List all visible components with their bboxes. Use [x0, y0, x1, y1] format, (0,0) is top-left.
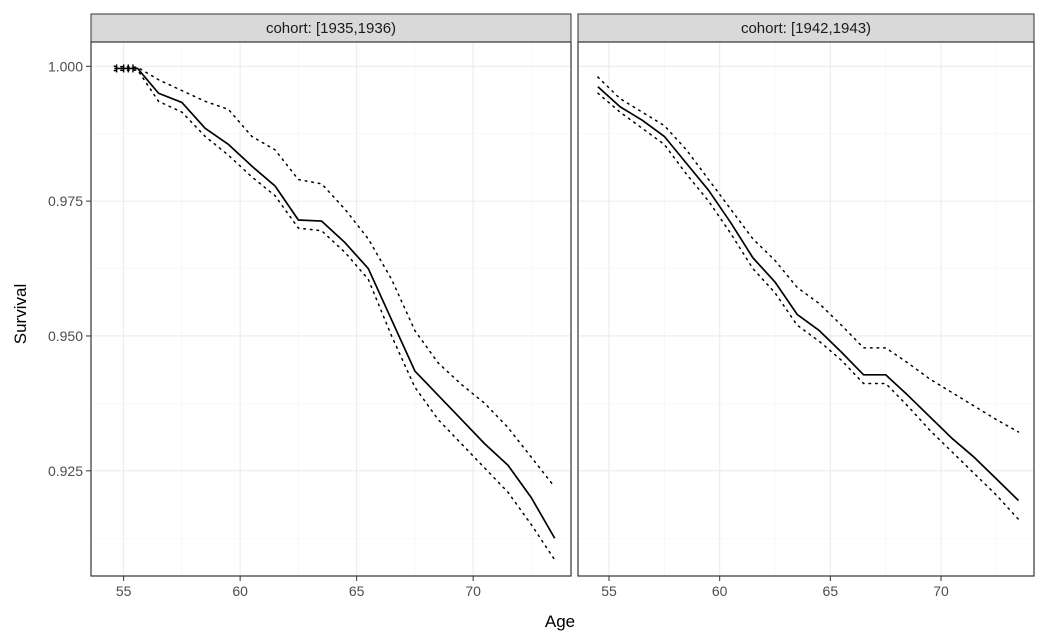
x-axis-title: Age: [545, 612, 575, 631]
panel-border: [90, 41, 572, 577]
lower-ci-line: [113, 69, 556, 561]
panel-border: [577, 41, 1035, 577]
y-tick-label: 0.975: [48, 193, 83, 209]
x-tick-label: 65: [823, 583, 839, 599]
facet-strip-label: cohort: [1935,1936): [266, 20, 396, 37]
x-tick-label: 55: [601, 583, 617, 599]
y-tick-label: 0.950: [48, 328, 83, 344]
upper-ci-line: [113, 65, 556, 488]
x-tick-label: 65: [349, 583, 365, 599]
facet-strip-label: cohort: [1942,1943): [741, 20, 871, 37]
survival-line: [114, 67, 556, 539]
y-axis-title: Survival: [11, 284, 30, 344]
survival-line: [597, 86, 1020, 502]
y-axis-title-group: Survival: [11, 284, 30, 344]
y-tick-label: 1.000: [48, 58, 83, 74]
x-tick-label: 55: [116, 583, 132, 599]
facet-strip: [90, 13, 572, 43]
x-tick-label: 60: [232, 583, 248, 599]
x-tick-label: 70: [465, 583, 481, 599]
x-tick-label: 60: [712, 583, 728, 599]
plot-area: [578, 42, 1034, 576]
facet-strip: [577, 13, 1035, 43]
lower-ci-line: [597, 92, 1020, 521]
x-tick-label: 70: [933, 583, 949, 599]
plot-area: [91, 42, 571, 576]
y-tick-label: 0.925: [48, 463, 83, 479]
panel-1: cohort: [1935,1936) 55 60 65 70 0.925 0.950 0.9…: [48, 13, 572, 599]
panel-2: cohort: [1942,1943) 55 60 65 70: [577, 13, 1035, 599]
